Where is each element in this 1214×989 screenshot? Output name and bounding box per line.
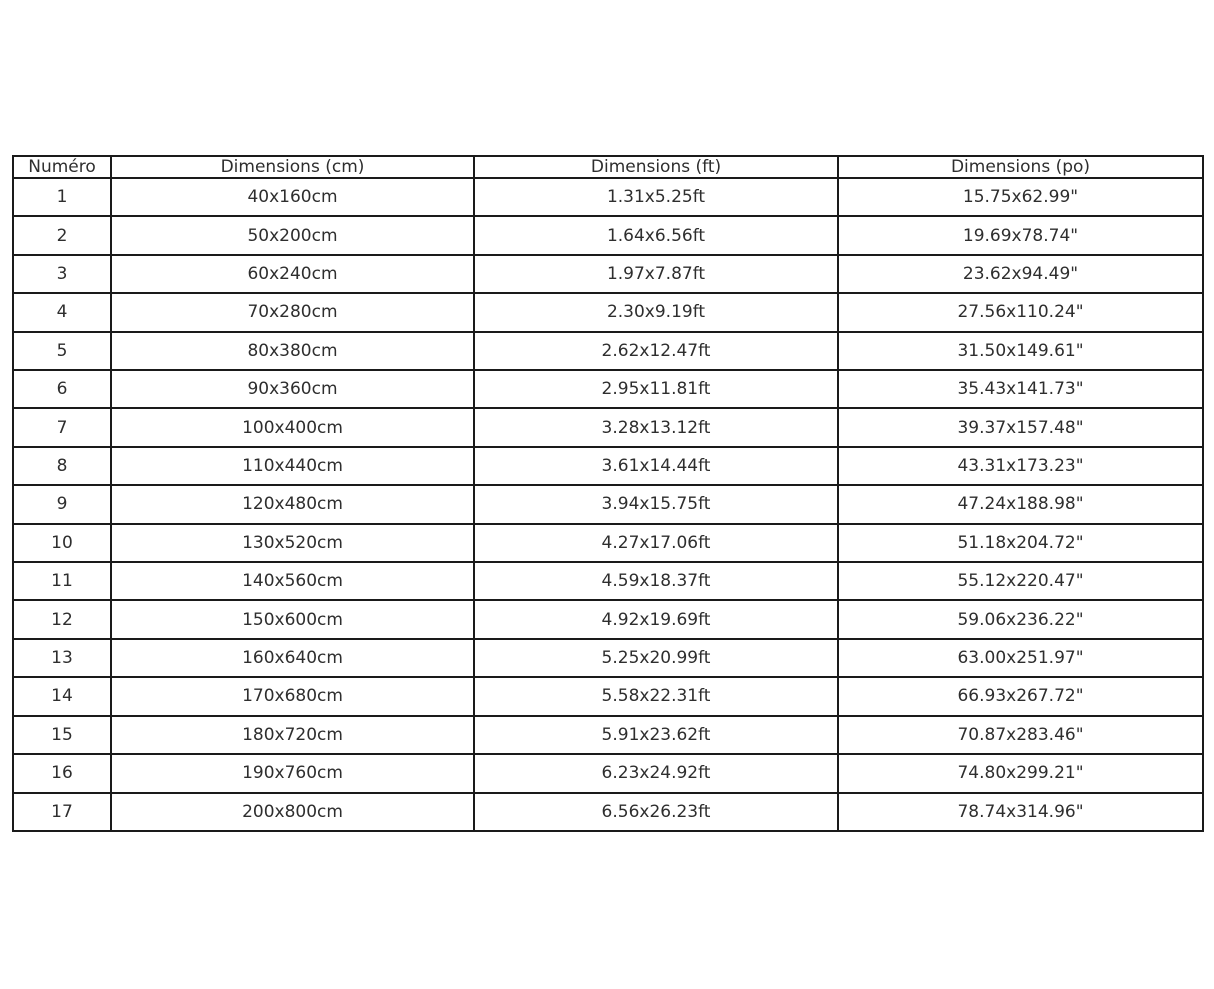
dimensions-cm-cell: 70x280cm: [110, 292, 475, 333]
dimensions-cm-cell: 170x680cm: [110, 676, 475, 717]
column-header: Numéro: [12, 155, 112, 179]
numero-cell: 2: [12, 215, 112, 256]
column-header: Dimensions (ft): [473, 155, 839, 179]
table-row: 9 120x480cm 3.94x15.75ft 47.24x188.98": [12, 484, 1204, 525]
dimensions-ft-cell: 5.25x20.99ft: [473, 637, 839, 679]
numero-cell: 8: [12, 445, 112, 487]
numero-cell: 5: [12, 330, 112, 372]
table-row: 15 180x720cm 5.91x23.62ft 70.87x283.46": [12, 714, 1204, 756]
dimensions-ft-cell: 4.59x18.37ft: [473, 561, 839, 602]
numero-cell: 14: [12, 676, 112, 717]
dimensions-cm-cell: 130x520cm: [110, 522, 475, 564]
table-row: 5 80x380cm 2.62x12.47ft 31.50x149.61": [12, 330, 1204, 372]
dimensions-po-cell: 66.93x267.72": [837, 676, 1204, 717]
dimensions-ft-cell: 1.97x7.87ft: [473, 253, 839, 295]
table-row: 1 40x160cm 1.31x5.25ft 15.75x62.99": [12, 176, 1204, 218]
table-row: 11 140x560cm 4.59x18.37ft 55.12x220.47": [12, 561, 1204, 602]
table-body: 1 40x160cm 1.31x5.25ft 15.75x62.99" 2 50x200c…: [12, 176, 1204, 832]
dimensions-po-cell: 59.06x236.22": [837, 599, 1204, 640]
dimensions-ft-cell: 3.28x13.12ft: [473, 407, 839, 448]
dimensions-ft-cell: 2.95x11.81ft: [473, 369, 839, 410]
dimensions-ft-cell: 5.91x23.62ft: [473, 714, 839, 756]
numero-cell: 4: [12, 292, 112, 333]
dimensions-ft-cell: 3.61x14.44ft: [473, 445, 839, 487]
numero-cell: 12: [12, 599, 112, 640]
dimensions-cm-cell: 120x480cm: [110, 484, 475, 525]
column-header: Dimensions (cm): [110, 155, 475, 179]
table-row: 8 110x440cm 3.61x14.44ft 43.31x173.23": [12, 445, 1204, 487]
dimensions-po-cell: 43.31x173.23": [837, 445, 1204, 487]
dimensions-po-cell: 63.00x251.97": [837, 637, 1204, 679]
table-row: 2 50x200cm 1.64x6.56ft 19.69x78.74": [12, 215, 1204, 256]
table-row: 14 170x680cm 5.58x22.31ft 66.93x267.72": [12, 676, 1204, 717]
dimensions-ft-cell: 2.30x9.19ft: [473, 292, 839, 333]
dimensions-cm-cell: 40x160cm: [110, 176, 475, 218]
numero-cell: 11: [12, 561, 112, 602]
numero-cell: 6: [12, 369, 112, 410]
table-row: 16 190x760cm 6.23x24.92ft 74.80x299.21": [12, 753, 1204, 794]
dimensions-po-cell: 31.50x149.61": [837, 330, 1204, 372]
dimensions-cm-cell: 150x600cm: [110, 599, 475, 640]
dimensions-cm-cell: 180x720cm: [110, 714, 475, 756]
dimensions-ft-cell: 2.62x12.47ft: [473, 330, 839, 372]
dimensions-po-cell: 78.74x314.96": [837, 791, 1204, 832]
dimensions-po-cell: 39.37x157.48": [837, 407, 1204, 448]
numero-cell: 16: [12, 753, 112, 794]
dimensions-po-cell: 74.80x299.21": [837, 753, 1204, 794]
dimensions-conversion-table: Numéro Dimensions (cm) Dimensions (ft) Dime…: [12, 155, 1204, 832]
dimensions-po-cell: 51.18x204.72": [837, 522, 1204, 564]
dimensions-cm-cell: 110x440cm: [110, 445, 475, 487]
dimensions-cm-cell: 80x380cm: [110, 330, 475, 372]
dimensions-po-cell: 70.87x283.46": [837, 714, 1204, 756]
numero-cell: 9: [12, 484, 112, 525]
numero-cell: 1: [12, 176, 112, 218]
table-row: 12 150x600cm 4.92x19.69ft 59.06x236.22": [12, 599, 1204, 640]
table-row: 10 130x520cm 4.27x17.06ft 51.18x204.72": [12, 522, 1204, 564]
dimensions-cm-cell: 190x760cm: [110, 753, 475, 794]
numero-cell: 17: [12, 791, 112, 832]
dimensions-cm-cell: 160x640cm: [110, 637, 475, 679]
numero-cell: 10: [12, 522, 112, 564]
dimensions-ft-cell: 3.94x15.75ft: [473, 484, 839, 525]
dimensions-po-cell: 55.12x220.47": [837, 561, 1204, 602]
dimensions-ft-cell: 4.92x19.69ft: [473, 599, 839, 640]
dimensions-cm-cell: 200x800cm: [110, 791, 475, 832]
dimensions-cm-cell: 50x200cm: [110, 215, 475, 256]
table-row: 6 90x360cm 2.95x11.81ft 35.43x141.73": [12, 369, 1204, 410]
dimensions-po-cell: 35.43x141.73": [837, 369, 1204, 410]
table-row: 3 60x240cm 1.97x7.87ft 23.62x94.49": [12, 253, 1204, 295]
dimensions-ft-cell: 4.27x17.06ft: [473, 522, 839, 564]
dimensions-ft-cell: 1.31x5.25ft: [473, 176, 839, 218]
numero-cell: 13: [12, 637, 112, 679]
dimensions-cm-cell: 140x560cm: [110, 561, 475, 602]
table-row: 17 200x800cm 6.56x26.23ft 78.74x314.96": [12, 791, 1204, 832]
column-header: Dimensions (po): [837, 155, 1204, 179]
dimensions-cm-cell: 90x360cm: [110, 369, 475, 410]
dimensions-ft-cell: 6.56x26.23ft: [473, 791, 839, 832]
dimensions-po-cell: 27.56x110.24": [837, 292, 1204, 333]
dimensions-po-cell: 47.24x188.98": [837, 484, 1204, 525]
header-row: Numéro Dimensions (cm) Dimensions (ft) Dime…: [12, 155, 1204, 179]
dimensions-po-cell: 23.62x94.49": [837, 253, 1204, 295]
dimensions-po-cell: 19.69x78.74": [837, 215, 1204, 256]
dimensions-ft-cell: 5.58x22.31ft: [473, 676, 839, 717]
dimensions-cm-cell: 60x240cm: [110, 253, 475, 295]
numero-cell: 15: [12, 714, 112, 756]
table-row: 13 160x640cm 5.25x20.99ft 63.00x251.97": [12, 637, 1204, 679]
table-row: 4 70x280cm 2.30x9.19ft 27.56x110.24": [12, 292, 1204, 333]
dimensions-ft-cell: 1.64x6.56ft: [473, 215, 839, 256]
numero-cell: 7: [12, 407, 112, 448]
table-row: 7 100x400cm 3.28x13.12ft 39.37x157.48": [12, 407, 1204, 448]
dimensions-conversion-table-container: Numéro Dimensions (cm) Dimensions (ft) Dime…: [12, 155, 1204, 832]
dimensions-po-cell: 15.75x62.99": [837, 176, 1204, 218]
dimensions-cm-cell: 100x400cm: [110, 407, 475, 448]
dimensions-ft-cell: 6.23x24.92ft: [473, 753, 839, 794]
numero-cell: 3: [12, 253, 112, 295]
